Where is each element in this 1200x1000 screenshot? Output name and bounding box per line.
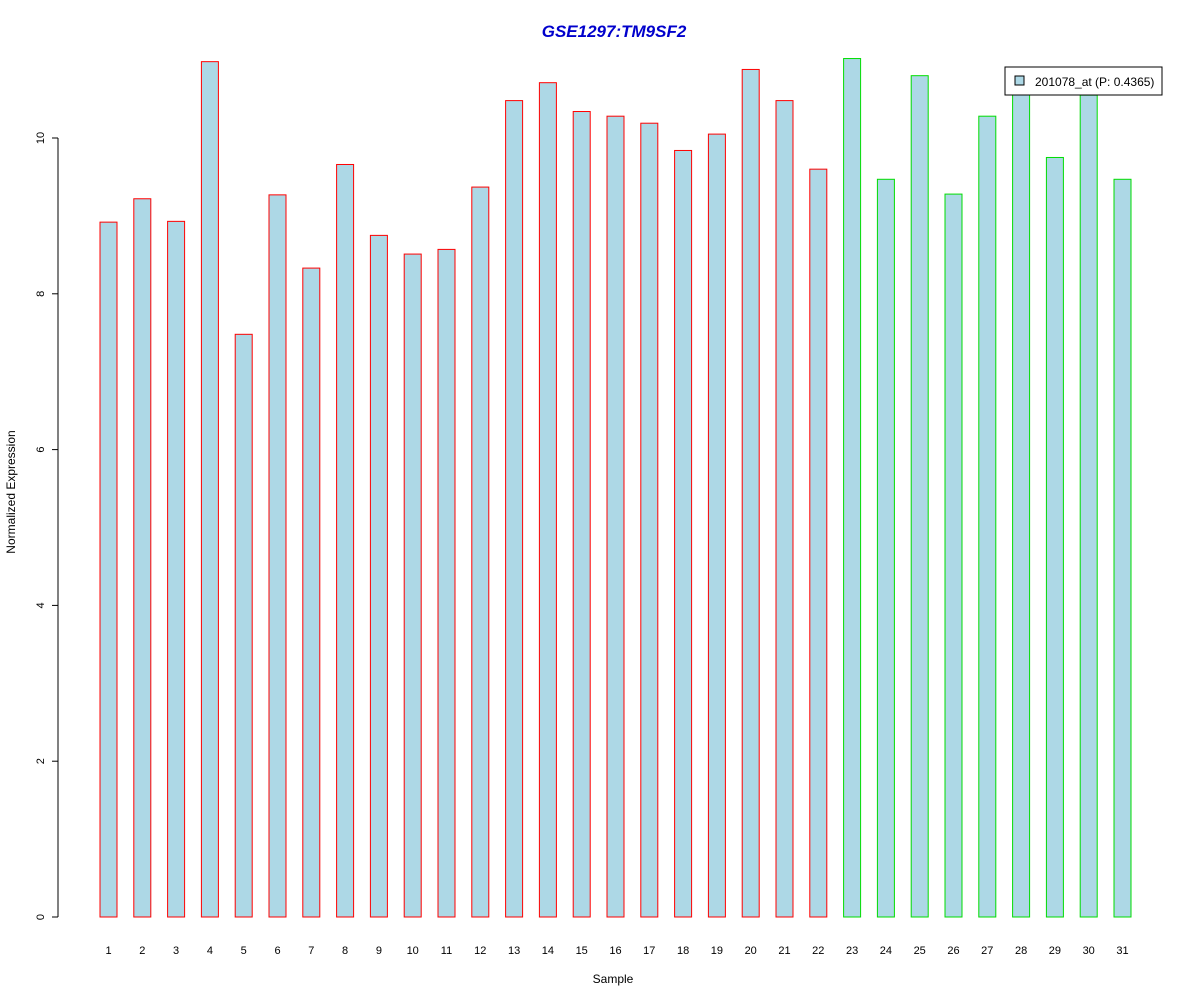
- y-axis: 0 2 4 6 8 10: [35, 132, 59, 920]
- x-tick-label: 18: [677, 945, 689, 957]
- x-tick-label: 30: [1083, 945, 1095, 957]
- x-tick-label: 2: [139, 945, 145, 957]
- x-tick-label: 20: [745, 945, 757, 957]
- bar: [1045, 156, 1064, 918]
- x-tick-label: 16: [609, 945, 621, 957]
- legend-swatch: [1014, 75, 1025, 86]
- x-tick-label: 9: [376, 945, 382, 957]
- bar: [99, 221, 118, 918]
- x-tick-label: 14: [542, 945, 554, 957]
- bar: [1113, 178, 1132, 918]
- x-tick-label: 11: [441, 945, 452, 957]
- bar: [302, 267, 321, 918]
- bar: [336, 163, 355, 918]
- bar: [403, 253, 422, 918]
- x-tick-label: 6: [274, 945, 280, 957]
- x-tick-label: 8: [342, 945, 348, 957]
- legend: 201078_at (P: 0.4365): [1004, 66, 1163, 96]
- x-tick-label: 17: [643, 945, 655, 957]
- x-tick-label: 31: [1116, 945, 1128, 957]
- x-tick-label: 7: [308, 945, 314, 957]
- x-tick-label: 27: [981, 945, 993, 957]
- x-tick-label: 24: [880, 945, 892, 957]
- bar: [843, 58, 862, 918]
- x-axis-title: Sample: [593, 972, 634, 986]
- legend-box: [1004, 66, 1163, 96]
- x-tick-label: 28: [1015, 945, 1027, 957]
- x-tick-label: 3: [173, 945, 179, 957]
- bar: [505, 100, 524, 918]
- bar: [437, 248, 456, 918]
- bar: [809, 168, 828, 918]
- y-tick-label: 10: [35, 132, 47, 144]
- bar: [133, 198, 152, 918]
- x-tick-label: 12: [474, 945, 486, 957]
- bar: [640, 122, 659, 918]
- x-tick-label: 22: [812, 945, 824, 957]
- bar: [707, 133, 726, 918]
- y-tick-label: 0: [35, 914, 47, 920]
- x-tick-label: 4: [207, 945, 213, 957]
- x-tick-label: 15: [576, 945, 588, 957]
- bars: [99, 58, 1132, 918]
- x-tick-label: 23: [846, 945, 858, 957]
- x-tick-label: 13: [508, 945, 520, 957]
- x-tick-label: 19: [711, 945, 723, 957]
- bar: [910, 75, 929, 918]
- y-tick-label: 4: [35, 602, 47, 608]
- bar: [606, 115, 625, 918]
- x-tick-label: 29: [1049, 945, 1061, 957]
- x-tick-label: 10: [407, 945, 419, 957]
- y-tick-label: 2: [35, 758, 47, 764]
- x-tick-label: 26: [947, 945, 959, 957]
- legend-label: 201078_at (P: 0.4365): [1035, 75, 1154, 89]
- bar: [538, 82, 557, 918]
- y-tick-label: 8: [35, 291, 47, 297]
- bar: [1079, 94, 1098, 918]
- bar: [572, 111, 591, 918]
- bar: [471, 186, 490, 918]
- bar: [1012, 89, 1031, 918]
- bar: [876, 178, 895, 918]
- bar: [674, 149, 693, 918]
- bar: [978, 115, 997, 918]
- x-axis-labels: 1 2 3 4 5 6 7 8 9 10 11 12 13 14 15 16 17 18 19 20 21 22 23 24 2…: [105, 945, 1128, 957]
- x-tick-label: 25: [914, 945, 926, 957]
- x-tick-label: 1: [105, 945, 111, 957]
- chart-title: GSE1297:TM9SF2: [542, 22, 687, 41]
- bar: [234, 333, 253, 918]
- x-tick-label: 5: [241, 945, 247, 957]
- x-tick-label: 21: [778, 945, 790, 957]
- bar: [200, 61, 219, 918]
- bar: [741, 68, 760, 918]
- y-tick-label: 6: [35, 447, 47, 453]
- bar: [268, 194, 287, 918]
- y-axis-title: Normalized Expression: [4, 430, 18, 553]
- bar: [167, 220, 186, 918]
- bar: [944, 193, 963, 918]
- bar: [369, 234, 388, 918]
- bar: [775, 100, 794, 918]
